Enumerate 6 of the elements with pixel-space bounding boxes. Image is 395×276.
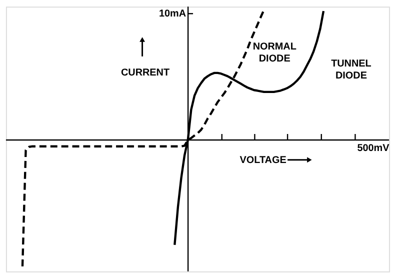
annotation: 10mA: [158, 8, 186, 20]
series-label: NORMAL DIODE: [252, 41, 296, 64]
series-label: TUNNEL DIODE: [331, 58, 372, 82]
x-axis-title: VOLTAGE: [240, 154, 287, 166]
y-axis-title: CURRENT: [120, 67, 170, 78]
text: 500mV: [357, 142, 390, 154]
